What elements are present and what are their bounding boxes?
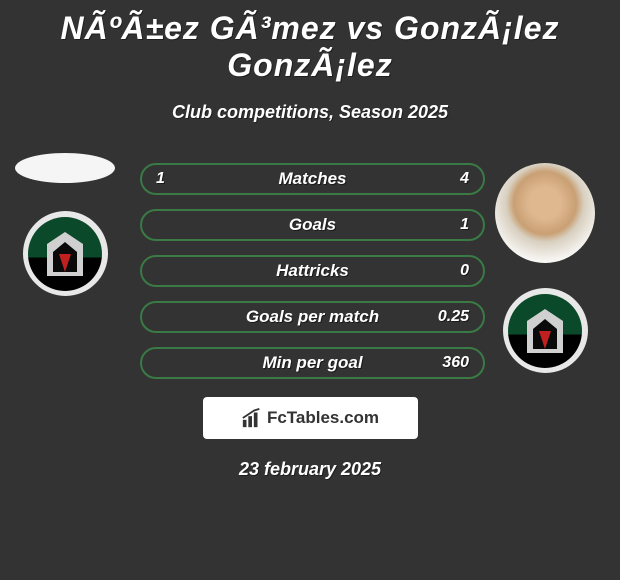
stat-row-min-per-goal: Min per goal 360: [140, 347, 485, 379]
page-title: NÃºÃ±ez GÃ³mez vs GonzÃ¡lez GonzÃ¡lez: [0, 0, 620, 84]
stats-list: 1 Matches 4 Goals 1 Hattricks 0 Goals pe…: [140, 163, 485, 379]
page-subtitle: Club competitions, Season 2025: [0, 102, 620, 123]
club-badge-icon: [508, 294, 582, 368]
stat-right-value: 1: [460, 216, 469, 234]
comparison-date: 23 february 2025: [0, 459, 620, 480]
stat-left-value: 1: [156, 170, 165, 188]
stat-row-goals: Goals 1: [140, 209, 485, 241]
stat-label: Goals per match: [246, 307, 379, 327]
fctables-logo[interactable]: FcTables.com: [203, 397, 418, 439]
stat-row-goals-per-match: Goals per match 0.25: [140, 301, 485, 333]
stat-row-hattricks: Hattricks 0: [140, 255, 485, 287]
player1-club-badge: [23, 211, 108, 296]
stat-right-value: 4: [460, 170, 469, 188]
stat-label: Min per goal: [262, 353, 362, 373]
player2-column: [490, 163, 600, 373]
stat-right-value: 0.25: [438, 308, 469, 326]
player2-club-badge: [503, 288, 588, 373]
player1-avatar: [15, 153, 115, 183]
logo-text: FcTables.com: [267, 408, 379, 428]
player1-column: [10, 153, 120, 296]
stat-right-value: 0: [460, 262, 469, 280]
stat-row-matches: 1 Matches 4: [140, 163, 485, 195]
club-badge-icon: [28, 217, 102, 291]
player2-avatar: [495, 163, 595, 263]
stat-label: Goals: [289, 215, 336, 235]
stat-label: Hattricks: [276, 261, 349, 281]
stat-right-value: 360: [442, 354, 469, 372]
chart-icon: [241, 407, 263, 429]
comparison-content: 1 Matches 4 Goals 1 Hattricks 0 Goals pe…: [0, 163, 620, 480]
stat-label: Matches: [278, 169, 346, 189]
